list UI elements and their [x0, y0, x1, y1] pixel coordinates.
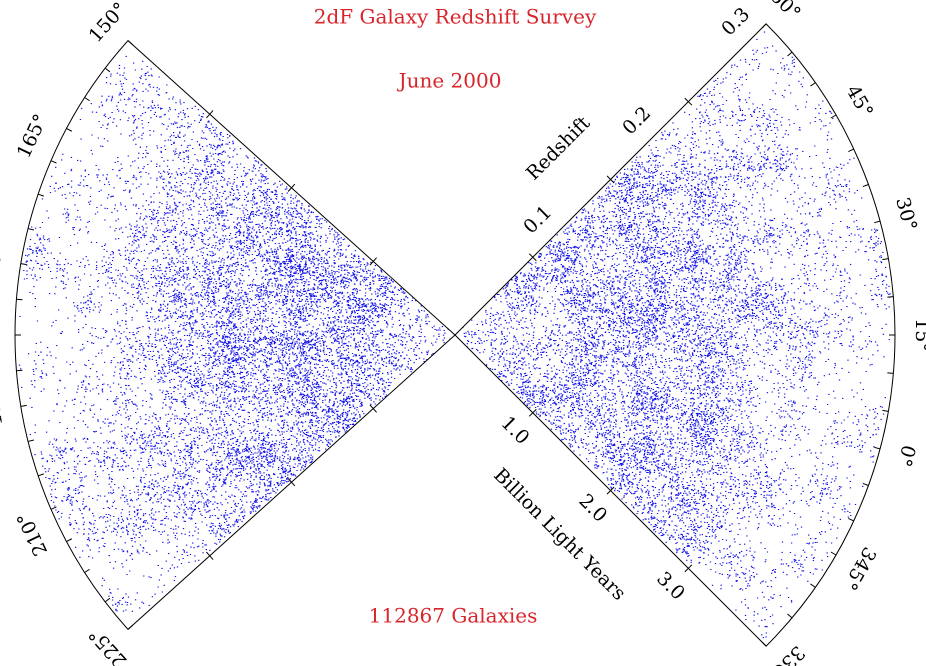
- angle-tick-label: 210°: [13, 508, 52, 559]
- arc-tick: [20, 404, 27, 407]
- arc-tick: [20, 263, 27, 266]
- arc-tick: [887, 296, 894, 298]
- arc-tick: [874, 446, 881, 450]
- arc-tick: [84, 568, 90, 573]
- distance-axis-label: Billion Light Years: [489, 464, 630, 605]
- arc-tick: [50, 160, 57, 164]
- edge-tick: [287, 478, 296, 487]
- arc-tick: [830, 114, 837, 119]
- edge-tick: [206, 110, 214, 119]
- angle-tick-label: 30°: [891, 195, 921, 233]
- arc-tick: [848, 517, 854, 522]
- galaxy-dots: [18, 31, 891, 639]
- arc-tick: [127, 625, 133, 630]
- arc-tick: [862, 482, 869, 486]
- edge-tick: [369, 257, 377, 266]
- angle-tick-label: 165°: [13, 111, 52, 162]
- edge-tick: [684, 97, 693, 106]
- arc-tick: [37, 193, 44, 197]
- edge-tick: [369, 404, 377, 413]
- angle-tick-label: 150°: [84, 0, 131, 47]
- edge-tick: [206, 551, 214, 560]
- redshift-tick-label: 0.1: [519, 201, 556, 238]
- edge-tick: [606, 175, 615, 184]
- redshift-tick-label: 0.2: [618, 102, 655, 139]
- edge-tick: [528, 253, 537, 262]
- arc-tick: [787, 613, 793, 619]
- arc-tick: [66, 127, 73, 132]
- angle-tick-label: 45°: [841, 81, 877, 121]
- angle-tick-label: 180°: [0, 243, 7, 291]
- arc-tick: [787, 51, 793, 57]
- arc-tick: [84, 97, 90, 102]
- angle-tick-label: 345°: [838, 543, 880, 594]
- angle-tick-label: 195°: [0, 379, 7, 427]
- distance-tick-label: 3.0: [652, 568, 689, 605]
- edge-tick: [287, 183, 296, 192]
- angle-tick-label: 60°: [766, 0, 805, 24]
- arc-tick: [27, 228, 35, 231]
- title: 2dF Galaxy Redshift Survey: [314, 5, 597, 29]
- wedge-outline: [454, 23, 896, 647]
- arc-tick: [810, 583, 816, 588]
- distance-tick-label: 1.0: [497, 412, 534, 449]
- redshift-axis-label: Redshift: [522, 112, 595, 185]
- arc-tick: [104, 597, 111, 603]
- arc-tick: [882, 409, 889, 412]
- angle-tick-label: 330°: [761, 641, 809, 666]
- arc-tick: [104, 67, 111, 73]
- arc-tick: [50, 506, 57, 510]
- arc-tick: [862, 184, 869, 188]
- redshift-tick-label: 0.3: [717, 3, 754, 40]
- arc-tick: [37, 473, 44, 477]
- arc-tick: [874, 220, 881, 224]
- edge-tick: [528, 408, 537, 417]
- arc-tick: [761, 23, 767, 29]
- arc-tick: [810, 82, 816, 87]
- arc-tick: [848, 148, 854, 153]
- arc-tick: [27, 439, 35, 442]
- arc-tick: [127, 40, 133, 45]
- subtitle: June 2000: [397, 69, 502, 93]
- arc-tick: [830, 551, 837, 556]
- footer: 112867 Galaxies: [369, 604, 538, 628]
- angle-tick-label: 15°: [911, 318, 926, 352]
- arc-tick: [882, 258, 889, 261]
- arc-tick: [887, 372, 894, 374]
- edge-tick: [684, 564, 693, 573]
- distance-tick-label: 2.0: [574, 490, 611, 527]
- arc-tick: [66, 538, 73, 543]
- angle-tick-label: 225°: [84, 623, 131, 666]
- angle-tick-label: 0°: [893, 443, 920, 470]
- arc-tick: [761, 641, 767, 647]
- edge-tick: [606, 486, 615, 495]
